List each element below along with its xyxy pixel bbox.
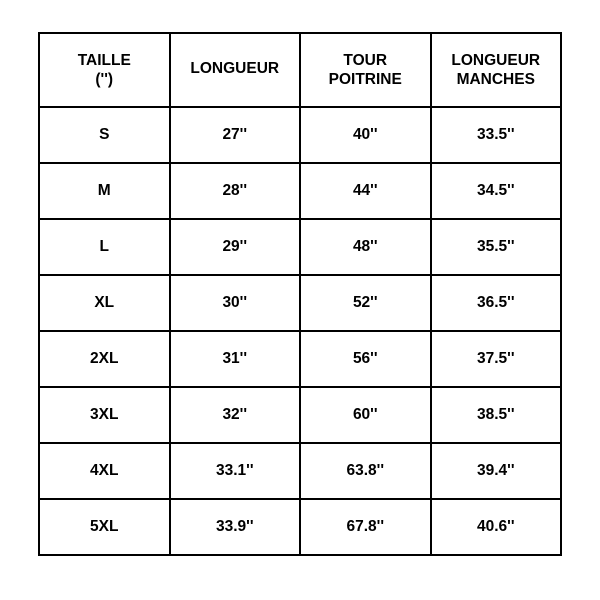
cell-sleeve: 34.5'' [431,163,562,219]
cell-chest: 67.8'' [300,499,431,555]
cell-size: S [39,107,170,163]
cell-chest: 44'' [300,163,431,219]
cell-sleeve: 40.6'' [431,499,562,555]
cell-chest: 52'' [300,275,431,331]
col-header-taille-line1: TAILLE [42,52,167,69]
col-header-manches-line2: MANCHES [434,71,559,88]
cell-length: 31'' [170,331,301,387]
col-header-longueur: LONGUEUR [170,33,301,107]
cell-sleeve: 36.5'' [431,275,562,331]
cell-length: 32'' [170,387,301,443]
cell-length: 33.1'' [170,443,301,499]
col-header-taille-line2: ('') [42,71,167,88]
cell-chest: 63.8'' [300,443,431,499]
cell-chest: 48'' [300,219,431,275]
table-row: L 29'' 48'' 35.5'' [39,219,561,275]
table-row: 4XL 33.1'' 63.8'' 39.4'' [39,443,561,499]
cell-size: 2XL [39,331,170,387]
cell-length: 33.9'' [170,499,301,555]
col-header-taille: TAILLE ('') [39,33,170,107]
size-chart: TAILLE ('') LONGUEUR TOUR POITRINE LONGU… [38,32,562,556]
cell-size: XL [39,275,170,331]
col-header-manches-line1: LONGUEUR [434,52,559,69]
header-row: TAILLE ('') LONGUEUR TOUR POITRINE LONGU… [39,33,561,107]
cell-sleeve: 37.5'' [431,331,562,387]
cell-chest: 56'' [300,331,431,387]
cell-size: L [39,219,170,275]
col-header-longueur-line1: LONGUEUR [173,60,298,77]
size-table: TAILLE ('') LONGUEUR TOUR POITRINE LONGU… [38,32,562,556]
col-header-tour-line1: TOUR [303,52,428,69]
cell-length: 27'' [170,107,301,163]
cell-size: 4XL [39,443,170,499]
cell-sleeve: 35.5'' [431,219,562,275]
cell-sleeve: 39.4'' [431,443,562,499]
col-header-tour-line2: POITRINE [303,71,428,88]
col-header-longueur-manches: LONGUEUR MANCHES [431,33,562,107]
cell-length: 30'' [170,275,301,331]
table-row: 2XL 31'' 56'' 37.5'' [39,331,561,387]
table-row: 5XL 33.9'' 67.8'' 40.6'' [39,499,561,555]
cell-sleeve: 38.5'' [431,387,562,443]
cell-chest: 60'' [300,387,431,443]
cell-size: M [39,163,170,219]
table-row: M 28'' 44'' 34.5'' [39,163,561,219]
cell-size: 5XL [39,499,170,555]
cell-size: 3XL [39,387,170,443]
table-row: 3XL 32'' 60'' 38.5'' [39,387,561,443]
table-body: S 27'' 40'' 33.5'' M 28'' 44'' 34.5'' L … [39,107,561,555]
table-row: XL 30'' 52'' 36.5'' [39,275,561,331]
col-header-tour-poitrine: TOUR POITRINE [300,33,431,107]
cell-length: 29'' [170,219,301,275]
cell-chest: 40'' [300,107,431,163]
cell-length: 28'' [170,163,301,219]
table-row: S 27'' 40'' 33.5'' [39,107,561,163]
cell-sleeve: 33.5'' [431,107,562,163]
